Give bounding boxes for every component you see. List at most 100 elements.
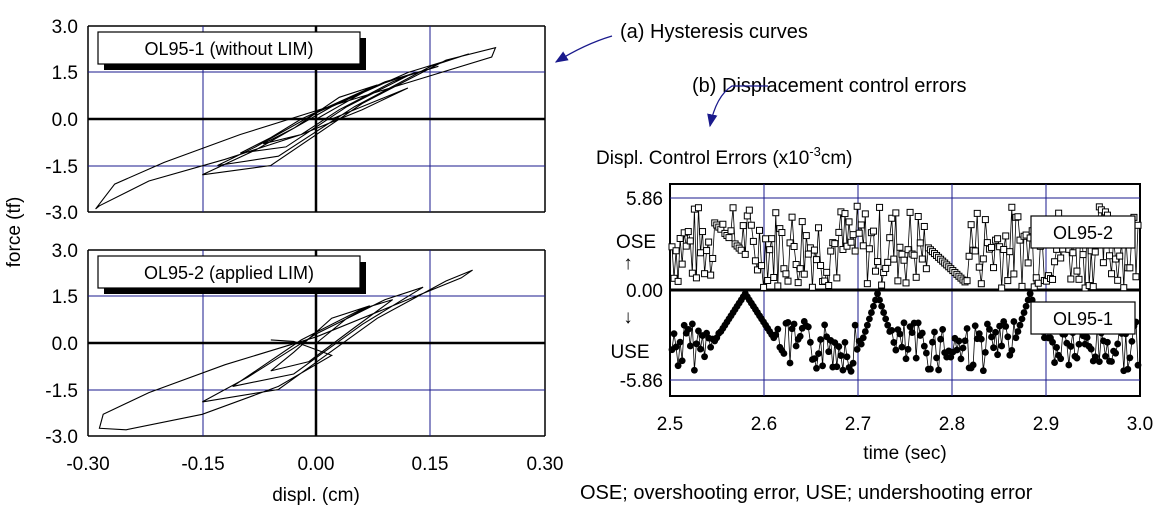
bot-xtick-0.30: 0.30 xyxy=(527,454,564,475)
ol95-2-marker xyxy=(790,243,798,251)
ol95-1-marker xyxy=(937,335,945,343)
ol95-2-marker xyxy=(800,270,808,278)
ol95-2-marker xyxy=(817,261,825,269)
ol95-2-marker xyxy=(764,276,772,284)
ol95-2-marker xyxy=(1073,267,1081,275)
ol95-2-marker xyxy=(902,279,910,287)
bot-ytick-neg1.5: -1.5 xyxy=(45,381,78,402)
ol95-1-marker xyxy=(806,338,814,346)
ol95-2-marker xyxy=(1075,275,1083,283)
ol95-2-marker xyxy=(876,203,884,211)
ol95-1-marker xyxy=(992,328,999,336)
ce-ytick-5.86: 5.86 xyxy=(626,189,663,210)
bottom-label-box xyxy=(97,255,361,289)
ol95-1-marker xyxy=(892,346,900,354)
ol95-2-marker xyxy=(694,204,702,212)
ol95-2-marker xyxy=(1024,259,1032,267)
ol95-2-marker xyxy=(977,280,985,288)
ol95-2-marker xyxy=(792,261,800,269)
ol95-1-marker xyxy=(813,364,820,372)
ol95-1-marker xyxy=(929,338,936,346)
ol95-2-marker xyxy=(749,237,757,245)
ol95-2-marker xyxy=(871,267,879,275)
ol95-2-marker xyxy=(920,222,928,230)
ol95-2-marker xyxy=(898,250,906,258)
ol95-1-marker xyxy=(686,342,694,350)
annotation-a-arrow xyxy=(554,35,613,63)
ol95-2-marker xyxy=(1057,254,1065,262)
ol95-1-marker xyxy=(839,366,847,374)
ol95-2-marker xyxy=(1018,282,1026,290)
ol95-2-marker xyxy=(894,277,902,285)
ol95-2-marker xyxy=(849,231,857,239)
ol95-1-marker xyxy=(984,320,991,328)
ol95-1-marker xyxy=(1018,315,1026,323)
ol95-1-marker xyxy=(979,367,987,375)
ol95-2-marker xyxy=(741,250,749,258)
ol95-1-marker xyxy=(957,355,965,363)
ol95-2-marker xyxy=(1079,251,1087,259)
ol95-2-marker xyxy=(737,246,745,254)
ol95-2-marker xyxy=(1106,252,1114,260)
ol95-1-marker xyxy=(898,343,906,351)
ol95-1-marker xyxy=(774,325,782,333)
bot-ytick-3: 3.0 xyxy=(52,241,78,262)
ol95-2-marker xyxy=(1069,249,1077,257)
ol95-2-marker xyxy=(859,242,867,250)
ol95-1-marker xyxy=(853,345,861,353)
ol95-2-marker xyxy=(1091,248,1099,256)
ol95-1-marker xyxy=(1010,318,1018,325)
bottom-panel-title: OL95-2 (applied LIM) xyxy=(144,263,314,283)
ol95-1-marker xyxy=(882,315,890,323)
ol95-1-marker xyxy=(865,315,873,323)
ol95-2-marker xyxy=(798,218,806,226)
ol95-1-marker xyxy=(861,328,869,335)
annotation-a: (a) Hysteresis curves xyxy=(620,21,808,43)
ol95-2-marker xyxy=(994,235,1002,243)
ol95-1-marker xyxy=(772,331,780,339)
ol95-2-marker xyxy=(1014,213,1022,221)
ol95-1-marker xyxy=(933,354,940,362)
ol95-2-marker xyxy=(684,228,692,236)
ol95-2-marker xyxy=(1008,203,1016,211)
ol95-2-marker xyxy=(1034,279,1042,287)
control-errors-panel: Displ. Control Errors (x10-3cm) 5.86 0.0… xyxy=(596,144,1153,464)
bot-ytick-1.5: 1.5 xyxy=(52,287,78,308)
ol95-2-marker xyxy=(878,281,886,289)
ce-x-axis-label: time (sec) xyxy=(863,443,946,464)
ol95-2-marker xyxy=(768,235,776,243)
ol95-2-marker xyxy=(758,262,766,270)
ol95-2-marker xyxy=(784,277,792,285)
ol95-2-marker xyxy=(796,265,804,273)
ol95-2-marker xyxy=(1089,283,1097,291)
ol95-1-marker xyxy=(918,329,926,337)
ol95-2-marker xyxy=(699,228,707,236)
hysteresis-bottom-panel: 3.0 1.5 0.0 -1.5 -3.0 -0.30 -0.15 0.00 0… xyxy=(45,241,563,506)
ol95-2-marker xyxy=(843,242,851,250)
ol95-1-marker xyxy=(963,325,971,332)
ol95-1-marker xyxy=(1012,334,1020,342)
ol95-1-marker xyxy=(1126,354,1134,362)
ol95-1-marker xyxy=(672,343,680,351)
bot-ytick-neg3: -3.0 xyxy=(45,427,78,448)
ol95-1-marker xyxy=(851,321,859,329)
ol95-2-marker xyxy=(1010,270,1018,278)
ol95-2-marker xyxy=(861,210,869,218)
ol95-2-marker xyxy=(857,221,865,229)
ol95-1-marker xyxy=(988,333,995,341)
ol95-2-marker xyxy=(686,237,694,245)
ose-label: OSE xyxy=(616,232,656,253)
ol95-2-marker xyxy=(979,255,987,263)
ol95-2-marker xyxy=(705,238,713,246)
ol95-2-marker xyxy=(827,247,835,255)
ol95-1-marker xyxy=(784,319,792,326)
ol95-1-marker xyxy=(1095,358,1103,366)
ol95-1-marker xyxy=(977,335,985,343)
ol95-2-marker xyxy=(812,256,820,264)
ol95-2-marker xyxy=(841,210,849,218)
ol95-2-marker xyxy=(833,274,841,282)
ol95-2-marker xyxy=(701,270,709,278)
ol95-2-marker xyxy=(874,258,882,266)
ol95-2-marker xyxy=(851,247,859,255)
